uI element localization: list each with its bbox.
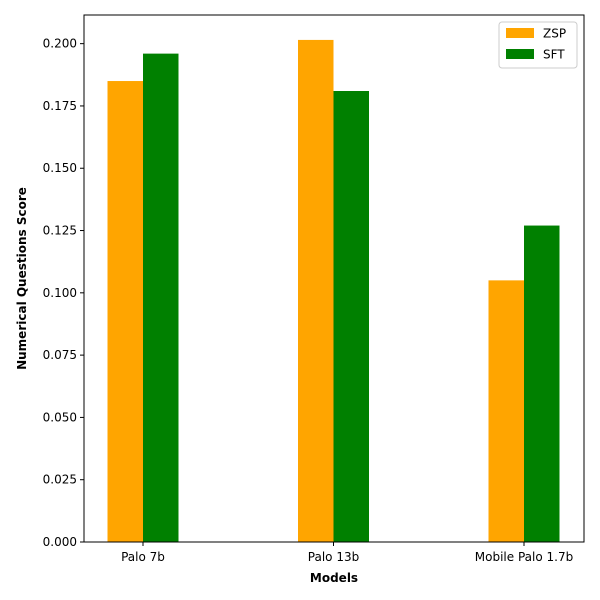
bar-zsp-2 bbox=[488, 280, 524, 542]
bars-layer bbox=[107, 39, 560, 543]
y-tick-label: 0.025 bbox=[43, 473, 77, 487]
y-tick-label: 0.200 bbox=[43, 37, 77, 51]
y-tick-label: 0.150 bbox=[43, 161, 77, 175]
bar-zsp-0 bbox=[107, 81, 143, 542]
legend-label-zsp: ZSP bbox=[543, 27, 566, 41]
x-tick-label: Mobile Palo 1.7b bbox=[475, 550, 573, 564]
y-tick-label: 0.100 bbox=[43, 286, 77, 300]
y-tick-label: 0.075 bbox=[43, 348, 77, 362]
y-axis: 0.000 0.025 0.050 0.075 0.100 0.125 0.150 0.175… bbox=[43, 37, 84, 549]
bar-sft-0 bbox=[143, 53, 179, 542]
bar-sft-1 bbox=[333, 90, 369, 543]
y-tick-label: 0.050 bbox=[43, 410, 77, 424]
y-axis-title: Numerical Questions Score bbox=[15, 187, 29, 370]
x-tick-label: Palo 7b bbox=[121, 550, 165, 564]
legend-swatch-sft bbox=[506, 49, 534, 59]
bar-zsp-1 bbox=[298, 39, 334, 542]
x-tick-label: Palo 13b bbox=[308, 550, 359, 564]
legend-swatch-zsp bbox=[506, 28, 534, 38]
y-tick-label: 0.000 bbox=[43, 535, 77, 549]
bar-sft-2 bbox=[524, 225, 560, 542]
y-tick-label: 0.175 bbox=[43, 99, 77, 113]
legend: ZSP SFT bbox=[498, 21, 578, 69]
x-axis: Palo 7b Palo 13b Mobile Palo 1.7b bbox=[121, 542, 573, 564]
x-axis-title: Models bbox=[310, 571, 358, 585]
y-tick-label: 0.125 bbox=[43, 224, 77, 238]
legend-label-sft: SFT bbox=[543, 48, 565, 62]
